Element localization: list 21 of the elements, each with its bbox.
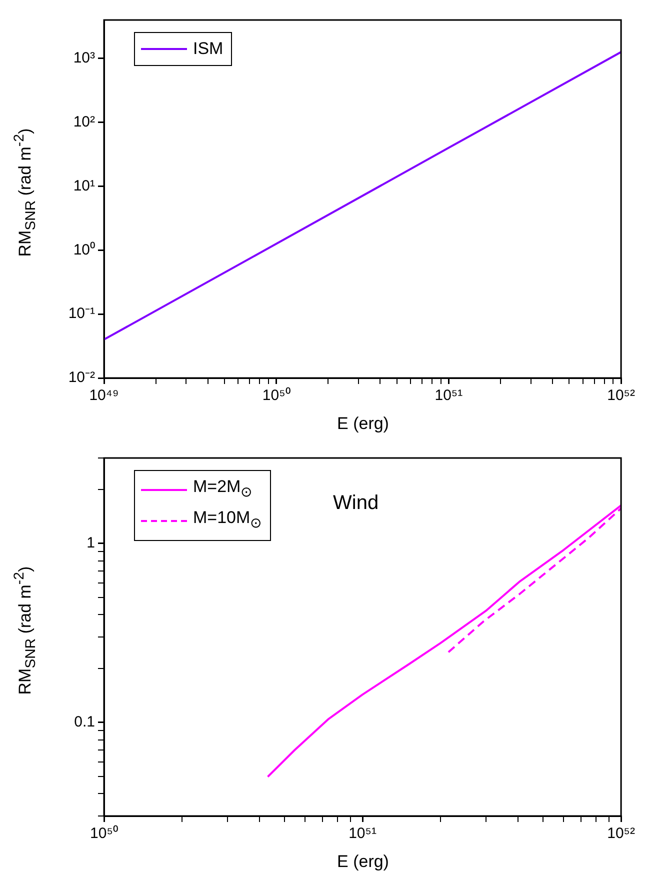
legend-label: M=10M$_{⊙}$ — [193, 507, 262, 534]
x-tick-label: 10⁵² — [607, 387, 636, 404]
x-tick-label: 10⁵¹ — [434, 387, 463, 404]
legend-label: ISM — [193, 38, 224, 60]
x-tick-label: 10⁵¹ — [348, 825, 376, 842]
x-tick-label: 10⁴⁹ — [89, 387, 119, 404]
y-tick-label: 1 — [86, 534, 95, 552]
annotation: Wind — [333, 492, 379, 515]
legend-label: M=2M$_{⊙}$ — [193, 476, 253, 502]
x-axis-title: E (erg) — [336, 852, 390, 872]
x-tick-label: 10⁵² — [607, 825, 636, 842]
x-tick-label: 10⁵⁰ — [90, 825, 118, 842]
y-tick-label: 0.1 — [74, 714, 95, 731]
y-tick-label: 10³ — [73, 50, 95, 67]
y-tick-label: 10¹ — [73, 177, 95, 194]
y-tick-label: 10² — [73, 114, 95, 131]
x-axis-title: E (erg) — [336, 414, 390, 434]
y-tick-label: 10⁻¹ — [68, 305, 95, 322]
y-tick-label: 10⁻² — [68, 369, 95, 386]
x-tick-label: 10⁵⁰ — [262, 387, 290, 404]
y-tick-label: 10⁰ — [73, 241, 95, 258]
